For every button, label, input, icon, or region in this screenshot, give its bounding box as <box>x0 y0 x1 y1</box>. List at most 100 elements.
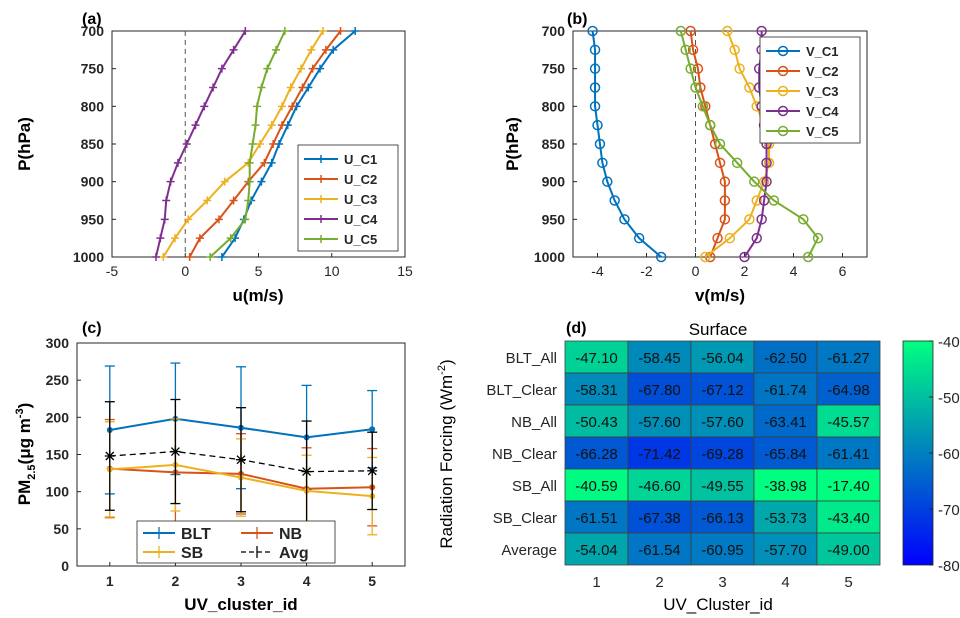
panel-b-legend-marker-V_C4 <box>777 105 789 117</box>
panel-b-series-line-V_C3 <box>704 30 770 258</box>
panel-a-point-U_C1 <box>329 45 338 54</box>
panel-c-ylabel: PM2.5(μg m-3) <box>14 403 38 506</box>
panel-d-cell-label: -40.59 <box>575 478 618 495</box>
panel-a-point-U_C5 <box>251 121 260 130</box>
panel-b-xtick-label: 4 <box>790 263 798 279</box>
panel-b-point-V_C1 <box>592 119 603 131</box>
panel-d-cell-label: -61.51 <box>575 510 618 527</box>
panel-b-point-V_C1 <box>619 214 630 225</box>
panel-a-point-U_C3 <box>296 64 305 73</box>
panel-a-legend-marker-U_C2 <box>317 175 325 183</box>
panel-c-ylabel-sub: 2.5 <box>26 464 38 479</box>
panel-b-point-V_C3 <box>700 251 711 263</box>
panel-b-point-V_C1 <box>655 251 667 263</box>
panel-b-legend-marker-V_C3 <box>777 85 789 97</box>
panel-d-cell <box>690 436 755 470</box>
panel-a-point-U_C2 <box>195 234 204 243</box>
panel-d-cell-label: -57.60 <box>701 414 744 431</box>
panel-d-row-label: BLT_All <box>506 350 557 367</box>
panel-d-cell-label: -50.43 <box>575 414 618 431</box>
panel-d-cell <box>816 340 881 374</box>
panel-d-cell-label: -65.84 <box>764 446 807 463</box>
panel-a-point-U_C4 <box>162 196 171 205</box>
panel-a-ytick-label: 850 <box>81 136 105 152</box>
panel-b-xtick-label: 6 <box>839 263 847 279</box>
panel-a-xtick-label: 5 <box>255 263 263 279</box>
panel-b-point-V_C4 <box>751 232 762 244</box>
panel-d-cell-label: -54.04 <box>575 542 618 559</box>
panel-d-cell-label: -71.42 <box>638 446 681 463</box>
panel-b-ytick-label: 900 <box>542 174 566 190</box>
panel-a-point-U_C4 <box>151 253 160 261</box>
panel-c-point-BLT <box>369 426 376 433</box>
panel-d-row-label: SB_All <box>512 478 557 495</box>
panel-d-cell-label: -69.28 <box>701 446 744 463</box>
panel-a-point-U_C3 <box>170 234 179 243</box>
panel-c-ytick-label: 200 <box>46 409 70 425</box>
panel-a-ylabel: P(hPa) <box>15 117 34 171</box>
panel-d-cell-label: -67.80 <box>638 382 681 399</box>
panel-b-point-V_C2 <box>692 63 704 74</box>
panel-d-col-label: 3 <box>718 574 726 591</box>
panel-b-legend-label-V_C4: V_C4 <box>806 104 839 119</box>
panel-d-col-label: 4 <box>781 574 789 591</box>
panel-a-point-U_C4 <box>241 27 250 35</box>
panel-b-ylabel: P(hPa) <box>503 117 522 171</box>
panel-d-cell-label: -61.27 <box>827 350 870 367</box>
panel-c-ytick-label: 150 <box>46 447 70 463</box>
panel-d-cell-label: -57.70 <box>764 542 807 559</box>
panel-d-cell <box>816 372 881 406</box>
panel-d-cell-label: -61.54 <box>638 542 681 559</box>
panel-d-cell <box>816 436 881 470</box>
panel-b-point-V_C4 <box>756 214 767 225</box>
panel-a-point-U_C4 <box>166 177 175 186</box>
panel-c-point-Avg <box>301 466 312 477</box>
panel-d-cell <box>690 404 755 438</box>
panel-d-cell <box>690 468 755 502</box>
panel-a-point-U_C4 <box>191 121 200 130</box>
panel-b-point-V_C2 <box>714 157 726 169</box>
panel-a-point-U_C5 <box>245 158 254 167</box>
panel-d-cell <box>627 404 692 438</box>
panel-c-ytick-label: 250 <box>46 372 70 388</box>
panel-d-cell-label: -66.28 <box>575 446 618 463</box>
panel-b-point-V_C1 <box>587 25 598 37</box>
panel-b-point-V_C5 <box>731 157 743 169</box>
panel-a-point-U_C3 <box>277 102 286 111</box>
panel-a-point-U_C2 <box>336 27 345 35</box>
panel-a-point-U_C2 <box>321 45 330 54</box>
panel-b-point-V_C2 <box>719 214 731 225</box>
panel-d-colorbar-tick-label: -80 <box>938 558 960 575</box>
panel-b-xtick-label: -4 <box>591 263 604 279</box>
panel-d-colorbar-tick-label: -50 <box>938 390 960 407</box>
panel-b-ytick-label: 850 <box>542 136 566 152</box>
panel-b-v-wind-profile: (b) v(m/s) P(hPa) -4 -2 0 2 4 6 700 750 800 850 90… <box>503 11 868 305</box>
panel-a-point-U_C5 <box>226 234 235 243</box>
panel-a-point-U_C3 <box>318 27 327 35</box>
panel-c-legend-label-NB: NB <box>279 526 302 543</box>
panel-d-cell <box>627 468 692 502</box>
panel-b-point-V_C1 <box>589 44 601 56</box>
panel-a-legend-marker-U_C5 <box>317 235 325 243</box>
panel-c-legend: BLT NB SB Avg <box>136 520 336 564</box>
panel-a-point-U_C2 <box>298 83 307 92</box>
panel-a-point-U_C5 <box>241 215 250 224</box>
panel-c-label: (c) <box>82 320 102 337</box>
panel-d-cell <box>627 500 692 534</box>
panel-a-legend-marker-U_C3 <box>317 195 325 203</box>
panel-b-point-V_C3 <box>724 232 736 244</box>
panel-c-ytick-label: 50 <box>53 521 69 537</box>
panel-a-point-U_C5 <box>244 196 253 205</box>
panel-d-colorbar-tick-label: -40 <box>938 334 960 351</box>
panel-a-point-U_C3 <box>267 121 276 130</box>
panel-b-point-V_C5 <box>798 214 809 225</box>
panel-a-point-U_C4 <box>200 102 209 111</box>
panel-d-cell-label: -64.98 <box>827 382 870 399</box>
panel-b-point-V_C1 <box>589 82 601 93</box>
panel-b-xtick-label: 0 <box>692 263 700 279</box>
panel-b-point-V_C2 <box>687 44 699 56</box>
panel-c-ylabel-rest: (μg m <box>15 418 34 464</box>
panel-a-point-U_C3 <box>286 83 295 92</box>
panel-c-xtick-label: 2 <box>172 573 180 589</box>
panel-b-xtick-label: -2 <box>640 263 653 279</box>
